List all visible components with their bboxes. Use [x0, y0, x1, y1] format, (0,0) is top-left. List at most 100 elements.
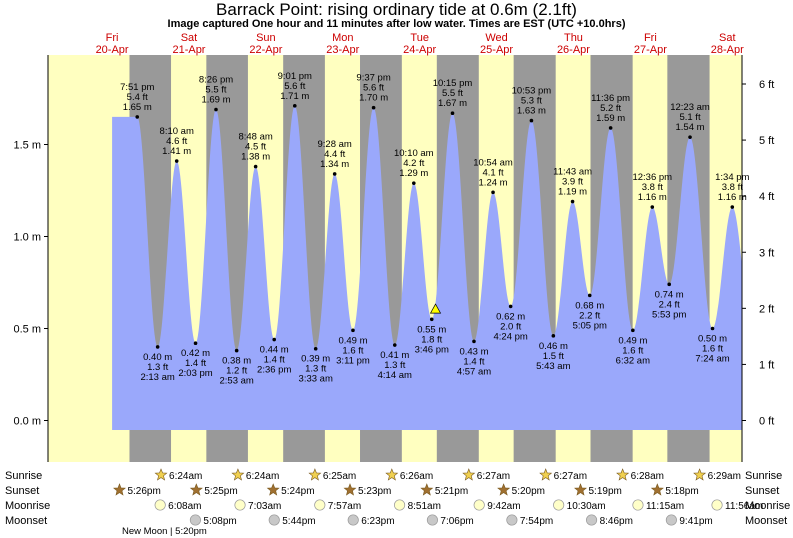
tide-point: [155, 345, 160, 349]
tide-point: [392, 343, 397, 347]
day-date: 21-Apr: [172, 44, 205, 56]
tide-label-line: 2.4 ft: [659, 299, 680, 310]
tide-label-line: 11:36 pm: [591, 93, 630, 104]
tide-label-line: 5:53 pm: [652, 309, 686, 320]
low-tide-label: 0.41 m1.3 ft4:14 am: [378, 350, 412, 381]
tide-label-line: 0.39 m: [301, 354, 330, 365]
tide-label-line: 0.49 m: [618, 335, 647, 346]
moonset-icon: [426, 514, 438, 526]
day-date: 27-Apr: [634, 44, 667, 56]
tide-label-line: 12:36 pm: [632, 172, 672, 183]
day-name: Mon: [332, 32, 353, 44]
sunset-star-icon: [189, 483, 203, 496]
sunrise-star-icon: [462, 468, 476, 481]
moonset-row-label-left: Moonset: [5, 515, 47, 527]
high-tide-label: 8:26 pm5.5 ft1.69 m: [199, 75, 233, 106]
tide-label-line: 4:14 am: [378, 370, 412, 381]
tide-label-line: 1.5 ft: [543, 351, 564, 362]
left-axis-label: 1.0 m: [13, 232, 41, 244]
tide-label-line: 1.3 ft: [384, 360, 405, 371]
tide-label-line: 5.6 ft: [284, 81, 305, 92]
tide-point: [650, 205, 655, 209]
moonset-icon: [189, 514, 201, 526]
left-axis-label: 1.5 m: [13, 140, 41, 152]
day-date: 20-Apr: [96, 44, 129, 56]
sunrise-row: 6:24am 6:24am 6:25am 6:26am 6:27am 6:27am 6:28…: [154, 468, 741, 482]
day-date: 28-Apr: [711, 44, 744, 56]
tide-point: [135, 115, 140, 119]
tide-label-line: 5.6 ft: [363, 83, 384, 94]
sunset-star-icon: [266, 483, 280, 496]
tide-label-line: 1.65 m: [123, 102, 152, 113]
moonrise-icon: [473, 499, 485, 511]
tide-label-line: 0.38 m: [222, 356, 251, 367]
tide-point: [730, 205, 735, 209]
low-tide-label: 0.46 m1.5 ft5:43 am: [536, 341, 570, 372]
sunrise-star-icon: [693, 468, 707, 481]
tide-label-line: 4.6 ft: [166, 136, 187, 147]
day-name: Wed: [485, 32, 507, 44]
tide-label-line: 5.3 ft: [521, 96, 542, 107]
low-tide-label: 0.68 m2.2 ft5:05 pm: [573, 300, 607, 331]
sunrise-time: 6:24am: [246, 471, 279, 482]
tide-point: [253, 164, 258, 169]
sunset-star-icon: [420, 483, 434, 496]
moonset-icon: [268, 514, 280, 526]
high-tide-label: 10:15 pm5.5 ft1.67 m: [433, 78, 473, 109]
tide-label-line: 4.2 ft: [403, 158, 424, 169]
high-tide-label: 12:36 pm3.8 ft1.16 m: [632, 172, 672, 203]
tide-label-line: 2:03 pm: [178, 368, 212, 379]
tide-label-line: 1.16 m: [638, 192, 667, 203]
right-axis-label: 4 ft: [759, 191, 774, 203]
sunset-row: 5:26pm 5:25pm 5:24pm 5:23pm 5:21pm 5:20pm 5:19…: [113, 483, 699, 497]
moonrise-row-label-left: Moonrise: [5, 500, 50, 512]
tide-label-line: 0.40 m: [143, 352, 172, 363]
sunset-time: 5:26pm: [127, 486, 160, 497]
moonrise-time: 11:15am: [646, 501, 684, 512]
chart-subtitle: Image captured One hour and 11 minutes a…: [167, 18, 626, 30]
tide-point: [608, 126, 613, 130]
sunrise-star-icon: [616, 468, 630, 481]
tide-point: [450, 111, 455, 116]
day-name: Sun: [256, 32, 276, 44]
sunrise-time: 6:28am: [631, 471, 664, 482]
sunrise-time: 6:26am: [400, 471, 433, 482]
moonset-row: 5:08pm 5:44pm 6:23pm 7:06pm 7:54pm 8:46pm 9:41…: [189, 514, 713, 527]
moonrise-time: 8:51am: [408, 501, 441, 512]
tide-label-line: 3.9 ft: [562, 177, 583, 188]
tide-label-line: 1.71 m: [280, 91, 309, 102]
tide-label-line: 2.2 ft: [579, 310, 600, 321]
tide-label-line: 1.34 m: [320, 159, 349, 170]
sunrise-time: 6:27am: [477, 471, 510, 482]
tide-label-line: 8:48 am: [238, 132, 272, 143]
sunset-time: 5:20pm: [512, 486, 545, 497]
right-axis-label: 0 ft: [759, 416, 774, 428]
tide-label-line: 1.41 m: [162, 146, 191, 157]
tide-point: [631, 328, 635, 333]
sunset-time: 5:24pm: [281, 486, 314, 497]
sunset-row-label-left: Sunset: [5, 485, 39, 497]
tide-point: [234, 348, 239, 353]
tide-label-line: 10:10 am: [394, 148, 434, 159]
tide-label-line: 5.4 ft: [127, 92, 148, 103]
moonrise-time: 10:30am: [567, 501, 606, 512]
sunrise-time: 6:24am: [169, 471, 202, 482]
tide-label-line: 5:05 pm: [573, 320, 607, 331]
tide-label-line: 4.1 ft: [482, 167, 503, 178]
tide-label-line: 1.24 m: [479, 177, 508, 188]
tide-label-line: 0.43 m: [459, 346, 488, 357]
moonrise-time: 7:03am: [248, 501, 281, 512]
moonrise-row-label-right: Moonrise: [745, 500, 790, 512]
tide-label-line: 0.46 m: [539, 341, 568, 352]
tide-point: [710, 326, 715, 331]
tide-label-line: 1.4 ft: [185, 358, 206, 369]
high-tide-label: 10:10 am4.2 ft1.29 m: [394, 148, 434, 179]
right-axis-label: 2 ft: [759, 303, 774, 315]
sunset-star-icon: [343, 483, 357, 496]
tide-point: [491, 190, 495, 195]
tide-label-line: 10:53 pm: [512, 86, 552, 97]
moonrise-icon: [314, 499, 326, 511]
